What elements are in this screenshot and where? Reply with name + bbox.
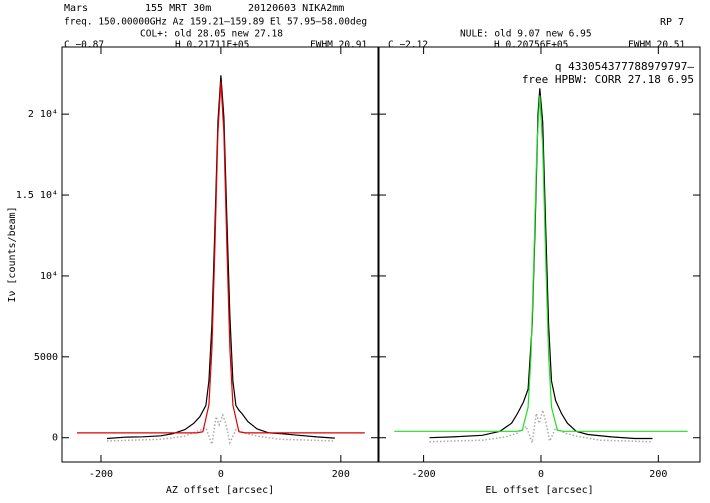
- x-tick-label: 0: [538, 469, 544, 480]
- x-tick-label: 200: [332, 469, 350, 480]
- col: COL+: old 28.05 new 27.18: [140, 29, 283, 40]
- plot-frame: [61, 46, 379, 463]
- y-tick-label: 0: [52, 433, 58, 444]
- c-right: C −2.12: [388, 40, 428, 51]
- y-tick-label: 5000: [34, 352, 58, 363]
- data-line: [429, 407, 653, 444]
- data-line: [106, 75, 335, 440]
- y-axis-label: Iν [counts/beam]: [7, 206, 18, 302]
- fwhm-right: FWHM 20.51: [628, 40, 685, 51]
- date: 20120603 NIKA2mm: [248, 3, 344, 14]
- x-axis-label: EL offset [arcsec]: [485, 485, 593, 496]
- note: q 433054377788979797–: [555, 60, 694, 73]
- data-line: [394, 95, 688, 432]
- plot-frame: [378, 46, 701, 463]
- fwhm-left: FWHM 20.91: [310, 40, 367, 51]
- freq: freq. 150.00000GHz Az 159.21–159.89 El 5…: [64, 17, 367, 28]
- c-left: C −0.87: [64, 40, 104, 51]
- note: free HPBW: CORR 27.18 6.95: [522, 73, 694, 86]
- source: Mars: [64, 3, 88, 14]
- data-line: [106, 412, 335, 448]
- data-line: [77, 81, 365, 434]
- x-axis-label: AZ offset [arcsec]: [166, 485, 274, 496]
- y-tick-label: 2 10⁴: [28, 109, 58, 120]
- y-tick-label: 10⁴: [40, 271, 58, 282]
- nule: NULE: old 9.07 new 6.95: [460, 29, 592, 40]
- data-line: [429, 88, 653, 440]
- x-tick-label: -200: [412, 469, 436, 480]
- h-left: H 0.21711E+05: [175, 40, 249, 51]
- rp: RP 7: [660, 17, 684, 28]
- x-tick-label: 0: [218, 469, 224, 480]
- x-tick-label: 200: [649, 469, 667, 480]
- h-right: H 0.20756E+05: [494, 40, 568, 51]
- telescope: 155 MRT 30m: [145, 3, 211, 14]
- y-tick-label: 1.5 10⁴: [16, 190, 58, 201]
- x-tick-label: -200: [89, 469, 113, 480]
